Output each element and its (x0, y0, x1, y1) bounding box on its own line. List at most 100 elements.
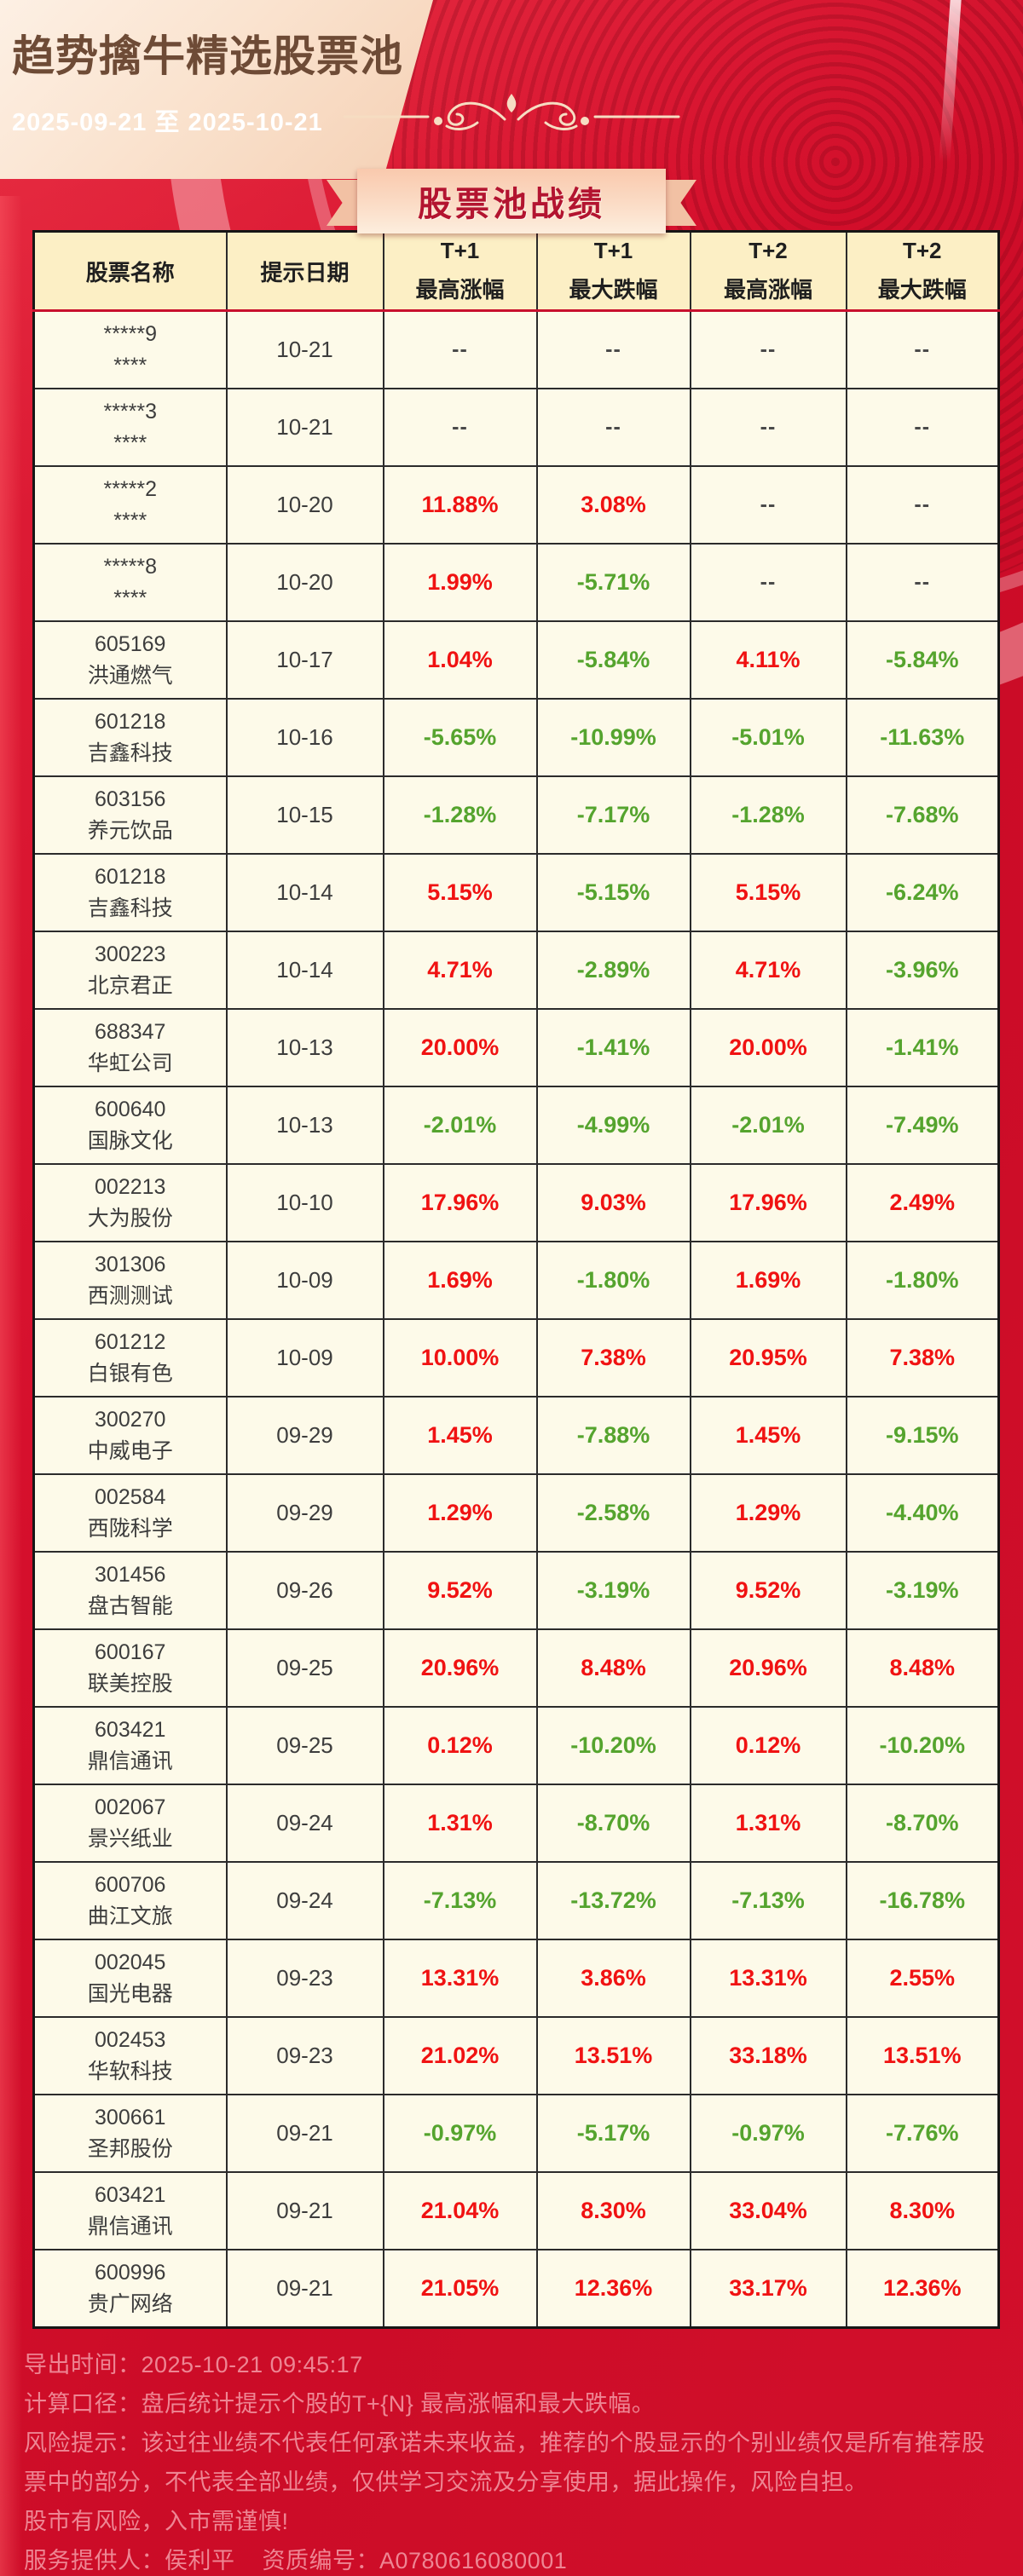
percent-cell: -5.65% (382, 698, 538, 777)
percent-cell: -2.01% (382, 1086, 538, 1165)
alert-date-cell: 09-21 (225, 2171, 384, 2250)
percent-cell: 3.08% (535, 465, 691, 545)
percent-cell: 33.18% (689, 2016, 847, 2095)
percent-cell: 1.69% (689, 1241, 847, 1320)
stock-name-cell: 600640 国脉文化 (32, 1086, 228, 1165)
stock-name-cell: 002045 国光电器 (32, 1939, 228, 2018)
percent-cell: 9.52% (382, 1551, 538, 1630)
percent-cell: -4.40% (845, 1473, 1000, 1553)
percent-cell: 13.51% (535, 2016, 691, 2095)
header-banner: 趋势擒牛精选股票池 (0, 0, 433, 179)
percent-cell: 0.12% (382, 1706, 538, 1785)
percent-cell: 1.99% (382, 543, 538, 622)
section-ribbon: 股票池战绩 (327, 169, 696, 233)
table-header-row: 股票名称 提示日期 T+1 最高涨幅 T+1 最大跌幅 T+2 最高涨幅 T+2 最大跌… (32, 230, 1000, 312)
percent-cell: -10.20% (845, 1706, 1000, 1785)
percent-cell: -3.19% (535, 1551, 691, 1630)
service-provider-line: 服务提供人：侯利平 资质编号：A0780616080001 (24, 2548, 568, 2573)
percent-cell: 12.36% (845, 2249, 1000, 2329)
table-row: 601218 吉鑫科技 10-16 -5.65% -10.99% -5.01% -11.63… (32, 698, 1000, 777)
table-row: 601212 白银有色 10-09 10.00% 7.38% 20.95% 7.38% (32, 1318, 1000, 1397)
date-range-label: 2025-09-21 至 2025-10-21 (12, 109, 323, 136)
percent-cell: 2.49% (845, 1163, 1000, 1242)
stock-name-cell: 603156 养元饮品 (32, 775, 228, 855)
percent-cell: 0.12% (689, 1706, 847, 1785)
percent-cell: 13.31% (689, 1939, 847, 2018)
percent-cell: 20.00% (689, 1008, 847, 1087)
table-row: 605169 洪通燃气 10-17 1.04% -5.84% 4.11% -5.84% (32, 620, 1000, 700)
percent-cell: 1.29% (689, 1473, 847, 1553)
percent-cell: 8.48% (845, 1628, 1000, 1708)
market-warning-line: 股市有风险，入市需谨慎! (24, 2509, 289, 2534)
percent-cell: 21.02% (382, 2016, 538, 2095)
stock-name-cell: 300270 中威电子 (32, 1396, 228, 1475)
stock-name-cell: *****3 **** (32, 388, 228, 467)
percent-cell: 8.30% (845, 2171, 1000, 2250)
percent-cell: 1.45% (689, 1396, 847, 1475)
percent-cell: -13.72% (535, 1861, 691, 1940)
percent-cell: 5.15% (689, 853, 847, 932)
percent-cell: -- (382, 309, 538, 389)
percent-cell: 20.00% (382, 1008, 538, 1087)
percent-cell: -- (689, 465, 847, 545)
stock-name-cell: 300661 圣邦股份 (32, 2094, 228, 2173)
alert-date-cell: 10-10 (225, 1163, 384, 1242)
percent-cell: -3.96% (845, 931, 1000, 1010)
table-row: 002584 西陇科学 09-29 1.29% -2.58% 1.29% -4.40% (32, 1473, 1000, 1553)
background-left-glow-decor (0, 196, 22, 2576)
percent-cell: -- (689, 388, 847, 467)
percent-cell: 4.11% (689, 620, 847, 700)
percent-cell: 7.38% (535, 1318, 691, 1397)
percent-cell: -- (845, 388, 1000, 467)
percent-cell: 21.04% (382, 2171, 538, 2250)
alert-date-cell: 09-24 (225, 1861, 384, 1940)
percent-cell: 1.45% (382, 1396, 538, 1475)
stock-table-body: *****9 **** 10-21 -- -- -- -- *****3 **** 10-21 --… (32, 309, 1000, 2329)
percent-cell: 17.96% (689, 1163, 847, 1242)
col-header-alert-date: 提示日期 (225, 230, 384, 312)
table-row: 603421 鼎信通讯 09-25 0.12% -10.20% 0.12% -10.20% (32, 1706, 1000, 1785)
percent-cell: -5.84% (535, 620, 691, 700)
col-header-t1-max-gain: T+1 最高涨幅 (382, 230, 538, 312)
table-row: *****9 **** 10-21 -- -- -- -- (32, 309, 1000, 389)
table-row: *****2 **** 10-20 11.88% 3.08% -- -- (32, 465, 1000, 545)
page-title: 趋势擒牛精选股票池 (12, 32, 403, 80)
stock-name-cell: 603421 鼎信通讯 (32, 1706, 228, 1785)
percent-cell: 33.17% (689, 2249, 847, 2329)
percent-cell: 1.31% (689, 1784, 847, 1863)
percent-cell: -- (845, 465, 1000, 545)
percent-cell: -5.84% (845, 620, 1000, 700)
table-row: 600996 贵广网络 09-21 21.05% 12.36% 33.17% 12.36% (32, 2249, 1000, 2329)
table-row: 603156 养元饮品 10-15 -1.28% -7.17% -1.28% -7.68% (32, 775, 1000, 855)
stock-name-cell: 603421 鼎信通讯 (32, 2171, 228, 2250)
alert-date-cell: 09-21 (225, 2094, 384, 2173)
percent-cell: -8.70% (535, 1784, 691, 1863)
percent-cell: -7.13% (382, 1861, 538, 1940)
percent-cell: -- (845, 543, 1000, 622)
percent-cell: -- (535, 388, 691, 467)
col-header-t1-max-drop: T+1 最大跌幅 (535, 230, 691, 312)
percent-cell: 2.55% (845, 1939, 1000, 2018)
percent-cell: -1.41% (535, 1008, 691, 1087)
percent-cell: 5.15% (382, 853, 538, 932)
alert-date-cell: 09-21 (225, 2249, 384, 2329)
percent-cell: -11.63% (845, 698, 1000, 777)
alert-date-cell: 09-29 (225, 1396, 384, 1475)
table-row: 002213 大为股份 10-10 17.96% 9.03% 17.96% 2.49% (32, 1163, 1000, 1242)
percent-cell: -7.17% (535, 775, 691, 855)
alert-date-cell: 10-09 (225, 1241, 384, 1320)
percent-cell: -2.58% (535, 1473, 691, 1553)
alert-date-cell: 10-13 (225, 1008, 384, 1087)
percent-cell: -0.97% (689, 2094, 847, 2173)
percent-cell: -4.99% (535, 1086, 691, 1165)
table-row: 002453 华软科技 09-23 21.02% 13.51% 33.18% 13.51% (32, 2016, 1000, 2095)
table-row: 600640 国脉文化 10-13 -2.01% -4.99% -2.01% -7.49% (32, 1086, 1000, 1165)
stock-name-cell: 002453 华软科技 (32, 2016, 228, 2095)
percent-cell: -5.71% (535, 543, 691, 622)
stock-name-cell: 601218 吉鑫科技 (32, 853, 228, 932)
ribbon-center: 股票池战绩 (357, 169, 666, 233)
stock-name-cell: 600706 曲江文旅 (32, 1861, 228, 1940)
stock-name-cell: 002067 景兴纸业 (32, 1784, 228, 1863)
alert-date-cell: 10-16 (225, 698, 384, 777)
percent-cell: 20.96% (382, 1628, 538, 1708)
